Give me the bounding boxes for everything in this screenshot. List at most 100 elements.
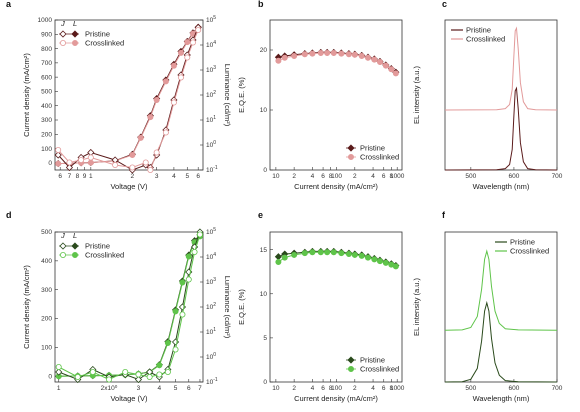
- data-point-crosslinked: [351, 51, 358, 58]
- data-point-pristine: [274, 253, 282, 261]
- panel-f: f 500 600 700 Wavelength (nm) EL intensity (a…: [412, 210, 563, 403]
- x-tick-label: 2: [292, 173, 296, 180]
- series-line-crosslinked: [58, 27, 199, 165]
- y-tick-label: 0: [48, 373, 52, 380]
- y-tick-label: 0: [48, 160, 52, 167]
- x-tick-label: 2: [353, 173, 357, 180]
- y2-tick-label: 104: [206, 252, 216, 261]
- data-point-crosslinked: [142, 159, 149, 166]
- y-tick-label: 300: [41, 287, 52, 294]
- y2-tick-label: 100: [206, 352, 216, 361]
- data-point-crosslinked: [162, 78, 169, 85]
- data-point-pristine: [54, 151, 62, 159]
- data-point-crosslinked: [309, 50, 316, 57]
- y-axis-label: Current density (mA/cm²): [22, 265, 31, 349]
- x-tick-label: 1: [89, 173, 93, 180]
- x-tick-label: 4: [172, 173, 176, 180]
- data-point-crosslinked: [156, 371, 163, 378]
- y2-tick-label: 10-1: [206, 377, 218, 386]
- data-point-crosslinked: [87, 159, 94, 166]
- plot-frame: [269, 19, 403, 171]
- data-point-crosslinked: [364, 54, 371, 61]
- data-point-crosslinked: [301, 51, 308, 58]
- legend-label-crosslinked: Crosslinked: [360, 153, 399, 162]
- y-tick-label: 200: [41, 316, 52, 323]
- data-point-crosslinked: [275, 258, 282, 265]
- legend-col-j: J: [60, 231, 65, 240]
- data-point-crosslinked: [324, 50, 331, 57]
- data-point-crosslinked: [330, 249, 337, 256]
- data-point-crosslinked: [172, 346, 179, 353]
- y2-tick-base: 10: [206, 354, 214, 361]
- data-point-crosslinked: [281, 54, 288, 61]
- x-tick-label: 700: [552, 385, 563, 392]
- y-tick-label: 100: [41, 146, 52, 153]
- data-point-crosslinked: [364, 254, 371, 261]
- legend-marker: [347, 144, 355, 152]
- y2-tick-label: 103: [206, 65, 216, 74]
- y2-tick-base: 10: [206, 279, 214, 286]
- data-point-crosslinked: [78, 156, 85, 163]
- data-point-crosslinked: [164, 340, 171, 347]
- data-point-crosslinked: [164, 368, 171, 375]
- series-line-pristine: [58, 231, 201, 381]
- y-tick-label: 20: [260, 47, 268, 54]
- data-point-crosslinked: [324, 249, 331, 256]
- legend-label-pristine: Pristine: [466, 26, 491, 35]
- legend-marker-filled: [72, 40, 79, 47]
- series-line-pristine: [58, 234, 201, 377]
- y2-tick-exponent: 3: [213, 65, 216, 71]
- data-point-crosslinked: [275, 57, 282, 64]
- y2-tick-label: 101: [206, 327, 216, 336]
- series-line-crosslinked: [444, 249, 558, 331]
- data-point-crosslinked: [392, 263, 399, 270]
- x-tick-label: 100: [331, 385, 342, 392]
- data-point-crosslinked: [371, 56, 378, 63]
- data-point-crosslinked: [358, 252, 365, 259]
- data-point-crosslinked: [179, 311, 186, 318]
- y2-tick-base: 10: [206, 304, 214, 311]
- data-point-crosslinked: [177, 74, 184, 81]
- legend-label-crosslinked: Crosslinked: [466, 35, 505, 44]
- legend-label-crosslinked: Crosslinked: [510, 247, 549, 256]
- data-point-crosslinked: [317, 50, 324, 57]
- y-tick-label: 0: [263, 167, 267, 174]
- y-tick-label: 500: [41, 89, 52, 96]
- x-tick-label: 6: [382, 173, 386, 180]
- y2-tick-exponent: 5: [213, 15, 216, 21]
- data-point-crosslinked: [55, 363, 62, 370]
- data-point-crosslinked: [345, 51, 352, 58]
- y-tick-label: 15: [260, 247, 268, 254]
- y2-tick-label: 100: [206, 140, 216, 149]
- y2-tick-label: 101: [206, 115, 216, 124]
- data-point-crosslinked: [345, 251, 352, 258]
- y2-tick-label: 105: [206, 15, 216, 24]
- data-point-crosslinked: [291, 251, 298, 258]
- y2-tick-base: 10: [206, 167, 214, 174]
- data-point-crosslinked: [301, 250, 308, 257]
- y-tick-label: 5: [263, 335, 267, 342]
- x-tick-label: 6: [321, 385, 325, 392]
- legend-marker-open: [60, 40, 67, 47]
- series-line-pristine: [58, 26, 199, 165]
- legend-label-crosslinked: Crosslinked: [85, 39, 124, 48]
- x-tick-label: 4: [311, 385, 315, 392]
- x-tick-label: 6: [187, 385, 191, 392]
- data-point-crosslinked: [156, 362, 163, 369]
- legend-marker-open: [59, 242, 67, 250]
- y-axis-label: E.Q.E. (%): [237, 289, 246, 325]
- x-tick-label: 6: [196, 173, 200, 180]
- data-point-crosslinked: [184, 39, 191, 46]
- data-point-crosslinked: [170, 62, 177, 69]
- y-tick-label: 500: [41, 229, 52, 236]
- y-axis-label: EL intensity (a.u.): [412, 277, 421, 336]
- legend-col-j: J: [60, 19, 65, 28]
- y2-tick-label: 102: [206, 302, 216, 311]
- data-point-crosslinked: [87, 154, 94, 161]
- y2-tick-label: 102: [206, 90, 216, 99]
- x-tick-label: 4: [311, 173, 315, 180]
- data-point-crosslinked: [153, 97, 160, 104]
- data-point-crosslinked: [191, 248, 198, 255]
- data-point-crosslinked: [338, 50, 345, 57]
